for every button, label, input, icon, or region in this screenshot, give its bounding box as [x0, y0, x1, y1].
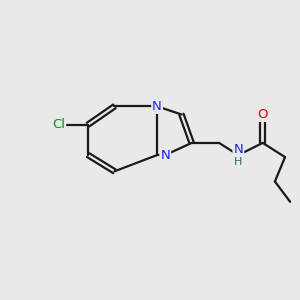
Text: O: O	[257, 108, 268, 121]
Text: N: N	[152, 100, 162, 113]
Text: N: N	[233, 143, 243, 156]
Text: Cl: Cl	[52, 118, 65, 131]
Text: H: H	[234, 157, 242, 166]
Text: N: N	[160, 148, 170, 162]
